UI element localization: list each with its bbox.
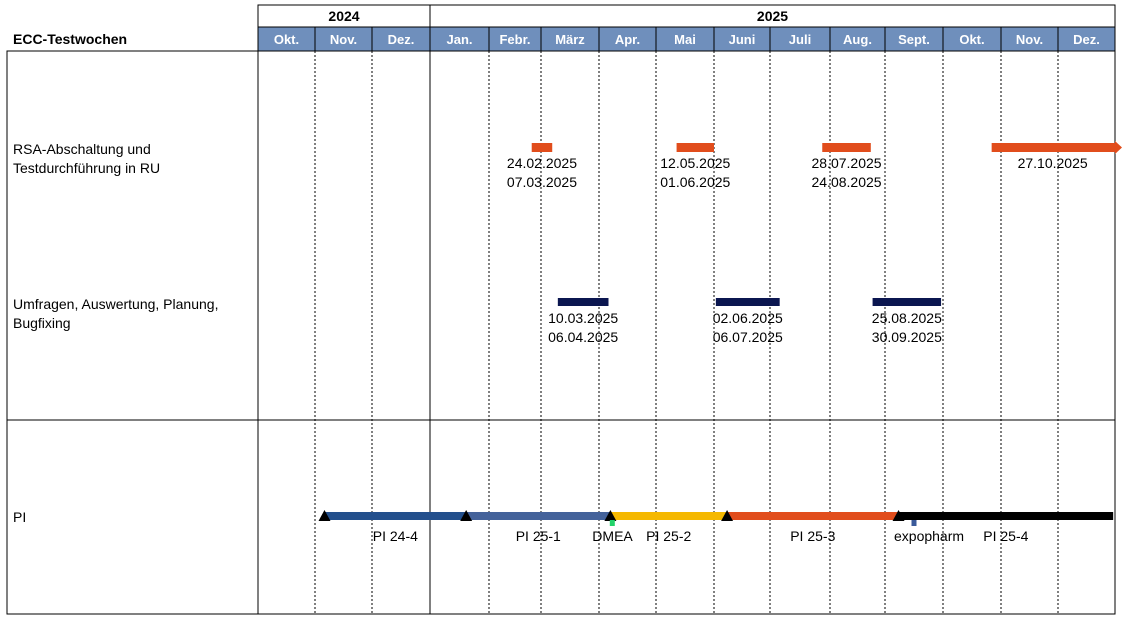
year-label: 2024	[328, 8, 359, 24]
month-label: Juli	[789, 32, 811, 47]
year-label: 2025	[757, 8, 788, 24]
survey-bar	[715, 298, 780, 306]
pi-segment	[466, 512, 611, 520]
row-label-pi: PI	[13, 509, 26, 525]
month-label: Okt.	[274, 32, 299, 47]
month-label: Dez.	[388, 32, 415, 47]
survey-start-date: 10.03.2025	[548, 310, 618, 326]
pi-segment	[610, 512, 728, 520]
rsa-end-date: 01.06.2025	[660, 174, 730, 190]
month-label: März	[555, 32, 585, 47]
pi-event-label: DMEA	[592, 528, 633, 544]
pi-event-label: expopharm	[894, 528, 964, 544]
pi-segment	[324, 512, 467, 520]
table-title: ECC-Testwochen	[13, 31, 127, 47]
rsa-bar	[531, 143, 553, 152]
month-label: Nov.	[1016, 32, 1043, 47]
month-label: Okt.	[959, 32, 984, 47]
month-label: Mai	[674, 32, 696, 47]
pi-segment	[727, 512, 899, 520]
month-label: Jan.	[446, 32, 472, 47]
survey-end-date: 06.07.2025	[713, 329, 783, 345]
survey-bar	[557, 298, 609, 306]
survey-start-date: 25.08.2025	[872, 310, 942, 326]
month-label: Aug.	[843, 32, 872, 47]
survey-end-date: 06.04.2025	[548, 329, 618, 345]
row-label-rsa: RSA-Abschaltung und	[13, 141, 151, 157]
pi-label: PI 25-4	[983, 528, 1028, 544]
survey-start-date: 02.06.2025	[713, 310, 783, 326]
rsa-end-date: 24.08.2025	[811, 174, 881, 190]
pi-milestone-marker	[892, 510, 905, 521]
year-cell	[429, 4, 1116, 28]
rsa-start-date: 27.10.2025	[1018, 155, 1088, 171]
rsa-start-date: 24.02.2025	[507, 155, 577, 171]
pi-event-marker	[911, 520, 917, 526]
pi-milestone-marker	[318, 510, 331, 521]
row-label-survey: Umfragen, Auswertung, Planung,	[13, 296, 218, 312]
month-label: Apr.	[615, 32, 640, 47]
rsa-bar	[991, 143, 1115, 152]
month-label: Dez.	[1073, 32, 1100, 47]
rsa-bar-arrow	[1115, 141, 1122, 154]
month-label: Sept.	[898, 32, 930, 47]
month-label: Febr.	[499, 32, 530, 47]
row-label-survey: Bugfixing	[13, 315, 71, 331]
month-header-band	[257, 26, 1116, 52]
rsa-start-date: 12.05.2025	[660, 155, 730, 171]
month-label: Juni	[729, 32, 756, 47]
pi-label: PI 25-3	[790, 528, 835, 544]
pi-label: PI 25-1	[516, 528, 561, 544]
rsa-bar	[676, 143, 714, 152]
rsa-end-date: 07.03.2025	[507, 174, 577, 190]
pi-event-marker	[609, 520, 615, 526]
rsa-start-date: 28.07.2025	[811, 155, 881, 171]
pi-milestone-marker	[604, 510, 617, 521]
pi-label: PI 24-4	[373, 528, 418, 544]
row-label-rsa: Testdurchführung in RU	[13, 160, 160, 176]
pi-milestone-marker	[460, 510, 473, 521]
pi-segment	[898, 512, 1114, 520]
rsa-bar	[822, 143, 871, 152]
pi-milestone-marker	[721, 510, 734, 521]
pi-label: PI 25-2	[646, 528, 691, 544]
month-label: Nov.	[330, 32, 357, 47]
survey-end-date: 30.09.2025	[872, 329, 942, 345]
survey-bar	[872, 298, 942, 306]
